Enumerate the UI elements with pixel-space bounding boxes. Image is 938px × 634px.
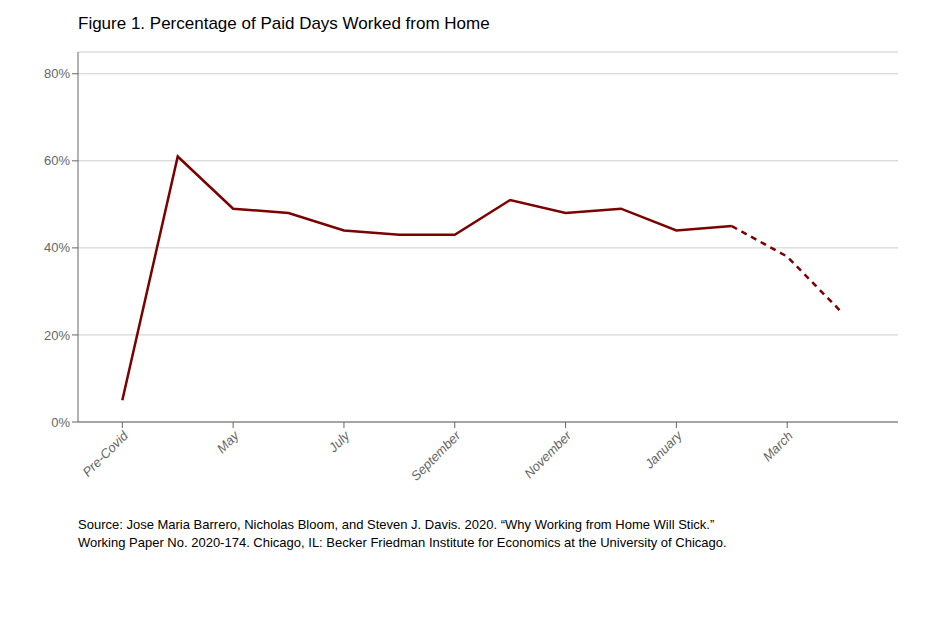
svg-text:0%: 0% <box>51 415 70 430</box>
svg-text:60%: 60% <box>44 153 70 168</box>
svg-text:September: September <box>408 428 464 484</box>
html-text:Source: Jose Maria Barrero, Ni: Source: Jose Maria Barrero, Nicholas Blo… <box>78 517 727 551</box>
svg-text:July: July <box>325 427 354 456</box>
svg-text:80%: 80% <box>44 66 70 81</box>
svg-text:January: January <box>641 427 686 472</box>
svg-text:March: March <box>760 428 796 464</box>
svg-text:May: May <box>214 427 243 456</box>
svg-text:Pre-Covid: Pre-Covid <box>79 427 131 479</box>
svg-text:20%: 20% <box>44 328 70 343</box>
svg-text:November: November <box>521 428 574 481</box>
html-text:Figure 1. Percentage of Paid D: Figure 1. Percentage of Paid Days Worked… <box>78 14 490 33</box>
svg-text:40%: 40% <box>44 240 70 255</box>
